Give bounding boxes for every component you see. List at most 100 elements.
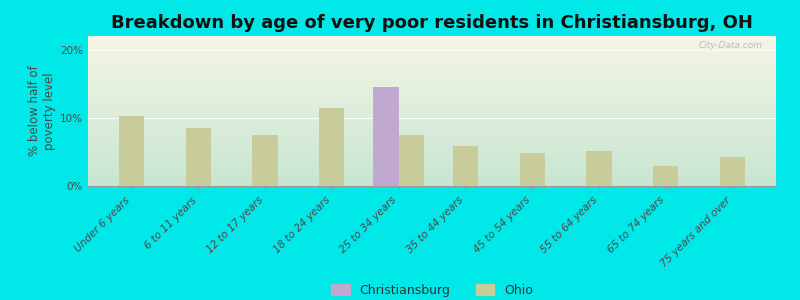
Bar: [252, 135, 278, 186]
Bar: [720, 158, 746, 186]
Bar: [78, 75, 786, 76]
Bar: [78, 163, 786, 164]
Bar: [78, 68, 786, 69]
Bar: [78, 100, 786, 101]
Text: City-Data.com: City-Data.com: [698, 40, 762, 50]
Bar: [78, 117, 786, 118]
Bar: [78, 172, 786, 173]
Bar: [78, 127, 786, 128]
Bar: [78, 148, 786, 149]
Bar: [78, 37, 786, 38]
Bar: [653, 166, 678, 186]
Bar: [78, 168, 786, 169]
Bar: [453, 146, 478, 186]
Bar: [78, 41, 786, 42]
Bar: [78, 180, 786, 181]
Bar: [78, 156, 786, 157]
Bar: [78, 147, 786, 148]
Bar: [78, 106, 786, 107]
Bar: [78, 118, 786, 119]
Bar: [78, 153, 786, 154]
Bar: [78, 121, 786, 122]
Bar: [78, 131, 786, 132]
Bar: [118, 116, 144, 186]
Y-axis label: % below half of
poverty level: % below half of poverty level: [28, 66, 56, 156]
Bar: [374, 87, 398, 186]
Bar: [78, 81, 786, 82]
Bar: [78, 40, 786, 41]
Bar: [78, 91, 786, 92]
Bar: [78, 123, 786, 124]
Bar: [78, 183, 786, 184]
Bar: [78, 52, 786, 53]
Bar: [78, 158, 786, 159]
Bar: [78, 110, 786, 111]
Bar: [78, 129, 786, 130]
Bar: [78, 170, 786, 171]
Bar: [78, 142, 786, 143]
Bar: [78, 67, 786, 68]
Bar: [78, 119, 786, 120]
Bar: [78, 181, 786, 182]
Bar: [78, 177, 786, 178]
Bar: [78, 132, 786, 133]
Bar: [78, 74, 786, 75]
Bar: [78, 90, 786, 91]
Bar: [78, 145, 786, 146]
Bar: [78, 42, 786, 43]
Bar: [78, 130, 786, 131]
Bar: [78, 143, 786, 144]
Bar: [78, 66, 786, 67]
Bar: [78, 138, 786, 139]
Bar: [78, 85, 786, 86]
Bar: [78, 185, 786, 186]
Bar: [78, 150, 786, 151]
Bar: [78, 72, 786, 73]
Bar: [78, 87, 786, 88]
Bar: [78, 82, 786, 83]
Bar: [78, 83, 786, 84]
Bar: [78, 178, 786, 179]
Bar: [78, 100, 786, 101]
Bar: [78, 44, 786, 45]
Bar: [78, 107, 786, 108]
Bar: [78, 122, 786, 123]
Bar: [78, 120, 786, 121]
Bar: [78, 51, 786, 52]
Bar: [78, 125, 786, 126]
Bar: [78, 101, 786, 102]
Bar: [78, 57, 786, 58]
Bar: [78, 162, 786, 163]
Bar: [78, 50, 786, 51]
Title: Breakdown by age of very poor residents in Christiansburg, OH: Breakdown by age of very poor residents …: [111, 14, 753, 32]
Bar: [78, 136, 786, 137]
Bar: [78, 69, 786, 70]
Bar: [78, 64, 786, 65]
Bar: [78, 58, 786, 59]
Bar: [78, 160, 786, 161]
Bar: [78, 108, 786, 109]
Bar: [78, 165, 786, 166]
Bar: [78, 161, 786, 162]
Bar: [78, 89, 786, 90]
Bar: [78, 78, 786, 79]
Bar: [78, 160, 786, 161]
Bar: [78, 116, 786, 117]
Bar: [78, 95, 786, 96]
Bar: [78, 45, 786, 46]
Bar: [78, 82, 786, 83]
Bar: [78, 157, 786, 158]
Bar: [78, 171, 786, 172]
Bar: [78, 103, 786, 104]
Bar: [319, 108, 345, 186]
Bar: [78, 179, 786, 180]
Bar: [78, 137, 786, 138]
Bar: [78, 98, 786, 99]
Bar: [78, 86, 786, 87]
Bar: [78, 55, 786, 56]
Bar: [78, 167, 786, 168]
Bar: [78, 152, 786, 153]
Bar: [78, 102, 786, 103]
Bar: [78, 56, 786, 57]
Bar: [78, 71, 786, 72]
